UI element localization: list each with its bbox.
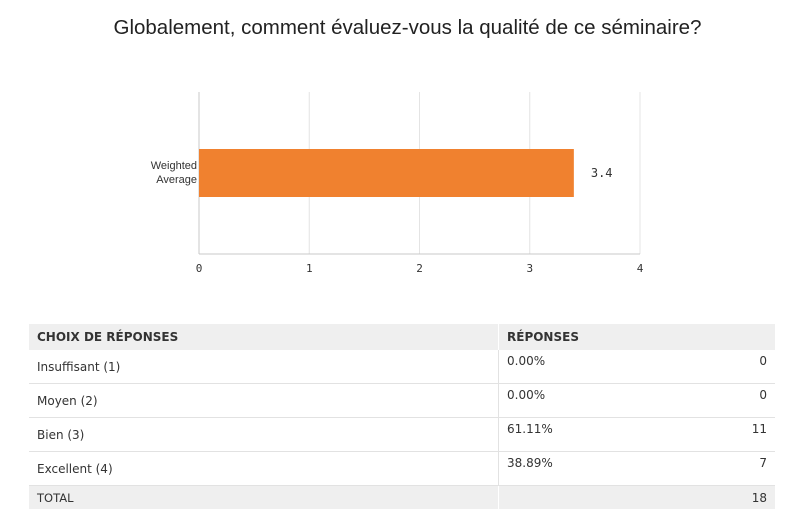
- row-count: 7: [635, 451, 775, 486]
- x-tick-label: 1: [306, 262, 313, 275]
- header-responses: RÉPONSES: [498, 324, 775, 350]
- row-count: 0: [635, 350, 775, 384]
- bar-chart: 0 1 2 3 4 Weighted Average 3.4: [151, 92, 644, 275]
- header-choices: CHOIX DE RÉPONSES: [29, 324, 499, 350]
- table-header-row: CHOIX DE RÉPONSES RÉPONSES: [29, 324, 775, 350]
- data-label: 3.4: [591, 166, 613, 180]
- table-row: Bien (3) 61.11% 11: [29, 417, 775, 452]
- total-blank: [498, 485, 635, 509]
- row-percent: 0.00%: [498, 350, 635, 384]
- row-count: 11: [635, 417, 775, 452]
- responses-table: CHOIX DE RÉPONSES RÉPONSES Insuffisant (…: [29, 324, 775, 509]
- table-row: Moyen (2) 0.00% 0: [29, 383, 775, 418]
- chart-title: Globalement, comment évaluez-vous la qua…: [113, 16, 702, 39]
- category-label: Weighted Average: [151, 160, 197, 186]
- row-count: 0: [635, 383, 775, 418]
- row-choice: Excellent (4): [29, 451, 499, 486]
- row-percent: 0.00%: [498, 383, 635, 418]
- table-row: Insuffisant (1) 0.00% 0: [29, 350, 775, 384]
- table-total-row: TOTAL 18: [29, 485, 775, 509]
- x-tick-label: 0: [196, 262, 203, 275]
- x-tick-label: 3: [526, 262, 533, 275]
- row-choice: Insuffisant (1): [29, 350, 499, 384]
- x-tick-label: 2: [416, 262, 423, 275]
- table-row: Excellent (4) 38.89% 7: [29, 451, 775, 486]
- row-percent: 38.89%: [498, 451, 635, 486]
- row-choice: Moyen (2): [29, 383, 499, 418]
- row-percent: 61.11%: [498, 417, 635, 452]
- bar: [199, 149, 574, 197]
- total-label: TOTAL: [29, 485, 499, 509]
- x-tick-label: 4: [637, 262, 644, 275]
- total-count: 18: [635, 485, 775, 509]
- row-choice: Bien (3): [29, 417, 499, 452]
